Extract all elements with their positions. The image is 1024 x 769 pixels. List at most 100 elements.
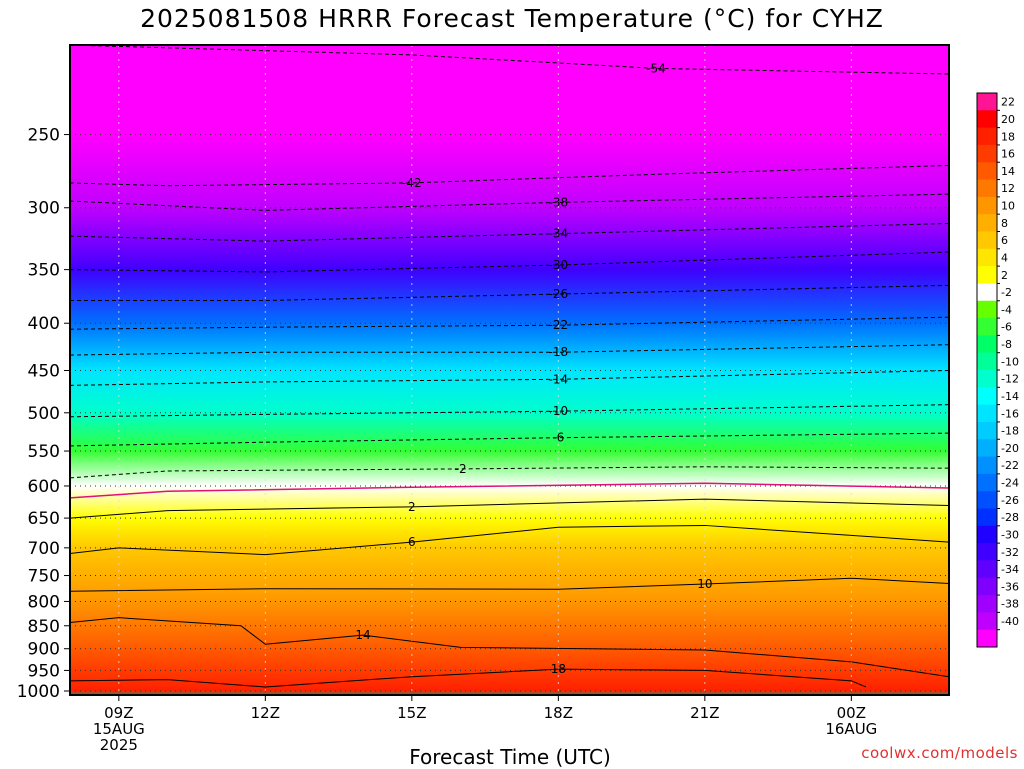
ytick-label-300: 300 xyxy=(28,199,60,219)
ground-surface xyxy=(70,691,949,695)
ytick-label-350: 350 xyxy=(28,261,60,281)
colorbar-label-minus38: -38 xyxy=(1001,598,1019,611)
colorbar-swatch-27 xyxy=(977,560,997,579)
contour-label-minus22: -22 xyxy=(549,318,569,332)
credit-link[interactable]: coolwx.com/models xyxy=(861,744,1018,762)
colorbar-label-6: 6 xyxy=(1001,234,1008,247)
ytick-label-1000: 1000 xyxy=(17,682,60,702)
contour-label-minus18: -18 xyxy=(549,345,569,359)
contour-label-minus2: -2 xyxy=(455,462,467,476)
colorbar-swatch-30 xyxy=(977,612,997,631)
contour-line-10 xyxy=(70,577,949,592)
colorbar-swatch-22 xyxy=(977,473,997,492)
colorbar-label-minus24: -24 xyxy=(1001,477,1019,490)
colorbar-swatch-19 xyxy=(977,421,997,440)
colorbar-swatch-29 xyxy=(977,595,997,613)
contour-label-minus10: -10 xyxy=(549,404,569,418)
freezing-level-line xyxy=(70,482,949,499)
colorbar-label-minus16: -16 xyxy=(1001,407,1019,420)
xtick-label-15Z: 15Z xyxy=(397,704,426,722)
colorbar-swatch-17 xyxy=(977,387,997,406)
contour-label-18: 18 xyxy=(551,662,566,676)
colorbar-swatch-21 xyxy=(977,456,997,475)
ytick-label-500: 500 xyxy=(28,404,60,424)
colorbar-label-minus22: -22 xyxy=(1001,459,1019,472)
colorbar-label-8: 8 xyxy=(1001,217,1008,230)
colorbar-swatch-0 xyxy=(977,93,997,111)
colorbar-swatch-16 xyxy=(977,370,997,388)
ytick-label-900: 900 xyxy=(28,640,60,660)
colorbar-label-10: 10 xyxy=(1001,200,1015,213)
contour-label-minus6: -6 xyxy=(552,431,564,445)
ytick-label-600: 600 xyxy=(28,477,60,497)
ytick-label-250: 250 xyxy=(28,126,60,146)
colorbar-label-minus30: -30 xyxy=(1001,528,1019,541)
contour-line-minus54 xyxy=(70,45,949,75)
xtick-label-21Z: 21Z xyxy=(690,704,719,722)
colorbar-label-minus2: -2 xyxy=(1001,286,1012,299)
colorbar-label-minus32: -32 xyxy=(1001,546,1019,559)
colorbar-swatch-9 xyxy=(977,248,997,267)
contour-line-minus2 xyxy=(70,466,949,479)
contour-label-minus54: -54 xyxy=(646,61,666,75)
contour-label-minus42: -42 xyxy=(402,176,422,190)
contour-line-18 xyxy=(70,668,867,688)
colorbar-label-minus8: -8 xyxy=(1001,338,1012,351)
colorbar-swatch-12 xyxy=(977,300,997,319)
colorbar-swatch-1 xyxy=(977,110,997,129)
colorbar-label-minus14: -14 xyxy=(1001,390,1019,403)
colorbar-swatch-4 xyxy=(977,162,997,181)
contour-label-minus38: -38 xyxy=(549,195,569,209)
xtick-label-16AUG: 16AUG xyxy=(825,720,877,738)
colorbar-swatch-5 xyxy=(977,179,997,198)
ytick-label-800: 800 xyxy=(28,592,60,612)
x-axis-label: Forecast Time (UTC) xyxy=(409,745,611,769)
contour-label-minus30: -30 xyxy=(549,258,569,272)
colorbar-swatch-24 xyxy=(977,508,997,527)
colorbar-label-minus12: -12 xyxy=(1001,373,1019,386)
xtick-label-18Z: 18Z xyxy=(544,704,573,722)
colorbar-label-2: 2 xyxy=(1001,269,1008,282)
temperature-field xyxy=(70,45,949,695)
colorbar-swatch-25 xyxy=(977,525,997,544)
colorbar-label-minus4: -4 xyxy=(1001,303,1012,316)
colorbar-label-16: 16 xyxy=(1001,148,1015,161)
contour-label-14: 14 xyxy=(355,628,370,642)
colorbar-swatch-6 xyxy=(977,196,997,215)
xtick-label-15AUG: 15AUG xyxy=(93,720,145,738)
colorbar-swatch-23 xyxy=(977,491,997,509)
ytick-label-700: 700 xyxy=(28,539,60,559)
colorbar-label-22: 22 xyxy=(1001,96,1015,109)
ytick-label-850: 850 xyxy=(28,617,60,637)
colorbar-swatch-15 xyxy=(977,352,997,371)
colorbar-swatch-28 xyxy=(977,577,997,596)
colorbar-swatch-3 xyxy=(977,144,997,163)
colorbar-swatch-20 xyxy=(977,439,997,458)
ytick-label-450: 450 xyxy=(28,361,60,381)
ytick-label-950: 950 xyxy=(28,661,60,681)
colorbar-label-minus6: -6 xyxy=(1001,321,1012,334)
colorbar-swatch-8 xyxy=(977,231,997,250)
contour-line-6 xyxy=(70,524,949,556)
contour-label-minus14: -14 xyxy=(549,372,569,386)
contour-label-minus34: -34 xyxy=(549,227,569,241)
colorbar-swatch-26 xyxy=(977,543,997,561)
xtick-label-2025: 2025 xyxy=(100,736,138,754)
xtick-label-09Z: 09Z xyxy=(104,704,133,722)
colorbar-label-minus40: -40 xyxy=(1001,615,1019,628)
colorbar-swatch-7 xyxy=(977,214,997,232)
colorbar-label-minus10: -10 xyxy=(1001,355,1019,368)
xtick-label-12Z: 12Z xyxy=(251,704,280,722)
colorbar: 22 20 18 16 14 12 10 8 6 4 2 -2 -4 -6 -8 -10 -12 -14 -16 -1… xyxy=(976,92,1019,648)
contour-line-2 xyxy=(70,498,949,519)
colorbar-swatch-11 xyxy=(977,283,997,302)
colorbar-label-20: 20 xyxy=(1001,113,1015,126)
colorbar-label-minus36: -36 xyxy=(1001,580,1019,593)
colorbar-label-minus18: -18 xyxy=(1001,425,1019,438)
colorbar-swatch-13 xyxy=(977,318,997,336)
ytick-label-550: 550 xyxy=(28,442,60,462)
contour-line-minus42 xyxy=(70,164,949,187)
contour-label-2: 2 xyxy=(408,500,416,514)
ytick-label-750: 750 xyxy=(28,567,60,587)
